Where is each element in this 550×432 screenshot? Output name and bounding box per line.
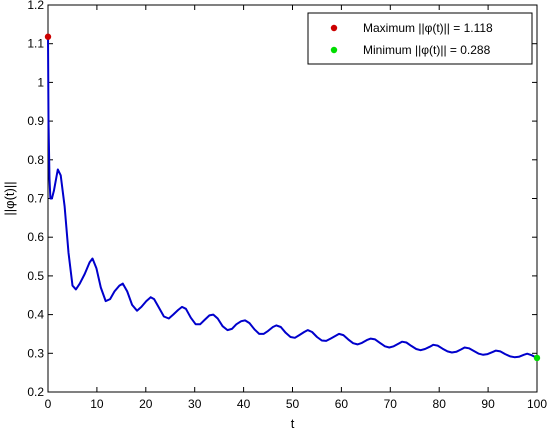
ticks: 0 10 20 30 40 50 60 70 80 90 100 0.2 0.3 0.4 0.5 0.6 0.7… bbox=[27, 0, 547, 411]
x-tick-label: 90 bbox=[481, 397, 495, 411]
x-tick-label: 10 bbox=[90, 397, 104, 411]
x-tick-label: 50 bbox=[286, 397, 300, 411]
maximum-marker bbox=[44, 33, 52, 40]
y-tick-label: 0.2 bbox=[27, 385, 44, 399]
y-tick-label: 0.7 bbox=[27, 192, 44, 206]
y-tick-label: 0.9 bbox=[27, 114, 44, 128]
x-tick-label: 70 bbox=[384, 397, 398, 411]
y-tick-label: 0.5 bbox=[27, 269, 44, 283]
x-tick-label: 80 bbox=[433, 397, 447, 411]
y-tick-label: 0.4 bbox=[27, 308, 44, 322]
x-tick-label: 100 bbox=[527, 397, 547, 411]
y-tick-label: 0.6 bbox=[27, 230, 44, 244]
minimum-marker bbox=[533, 354, 541, 362]
x-tick-label: 40 bbox=[237, 397, 251, 411]
legend: Maximum ||φ(t)|| = 1.118 Minimum ||φ(t)||… bbox=[307, 12, 533, 65]
y-tick-label: 1 bbox=[37, 75, 44, 89]
x-tick-label: 60 bbox=[335, 397, 349, 411]
axes-box bbox=[47, 4, 538, 393]
legend-label: Maximum ||φ(t)|| = 1.118 bbox=[363, 21, 493, 35]
marker-layer bbox=[44, 33, 541, 362]
legend-marker bbox=[330, 46, 338, 54]
y-tick-label: 0.3 bbox=[27, 346, 44, 360]
series-layer bbox=[47, 35, 538, 359]
y-tick-label: 0.8 bbox=[27, 153, 44, 167]
plot-area: 0 10 20 30 40 50 60 70 80 90 100 0.2 0.3 0.4 0.5 0.6 0.7… bbox=[27, 0, 547, 411]
x-axis-label: t bbox=[291, 416, 295, 431]
legend-label: Minimum ||φ(t)|| = 0.288 bbox=[363, 43, 491, 57]
legend-marker bbox=[330, 24, 338, 32]
legend-box bbox=[307, 12, 533, 65]
y-axis-label: ||φ(t)|| bbox=[2, 181, 17, 215]
y-tick-label: 1.2 bbox=[27, 0, 44, 12]
x-tick-label: 30 bbox=[188, 397, 202, 411]
series-line bbox=[47, 35, 538, 359]
x-tick-label: 20 bbox=[139, 397, 153, 411]
x-tick-label: 0 bbox=[45, 397, 52, 411]
y-tick-label: 1.1 bbox=[27, 37, 44, 51]
